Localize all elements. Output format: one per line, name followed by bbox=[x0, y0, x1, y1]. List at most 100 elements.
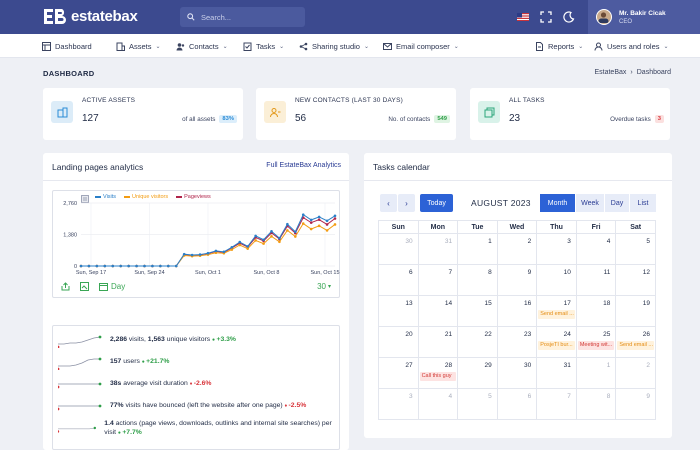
calendar-day-cell[interactable]: 6 bbox=[496, 388, 538, 420]
calendar-day-cell[interactable]: 27 bbox=[378, 357, 419, 389]
data-point[interactable] bbox=[103, 264, 107, 268]
user-menu[interactable]: Mr. Bakir Cicak CEO bbox=[588, 0, 700, 34]
data-point[interactable] bbox=[278, 240, 281, 244]
day-number[interactable]: 5 bbox=[646, 238, 650, 245]
data-point[interactable] bbox=[294, 230, 297, 234]
calendar-day-cell[interactable]: 11 bbox=[575, 264, 617, 296]
day-number[interactable]: 27 bbox=[405, 362, 413, 369]
calendar-day-cell[interactable]: 25 Meeting wit... bbox=[575, 326, 617, 358]
day-number[interactable]: 7 bbox=[448, 269, 453, 276]
data-point[interactable] bbox=[254, 234, 257, 238]
data-point[interactable] bbox=[301, 222, 305, 225]
day-number[interactable]: 3 bbox=[567, 238, 571, 245]
calendar-day-cell[interactable]: 14 bbox=[417, 295, 459, 327]
data-point[interactable] bbox=[333, 214, 337, 218]
data-point[interactable] bbox=[111, 264, 115, 268]
image-export-icon[interactable] bbox=[80, 281, 89, 291]
us-flag-icon[interactable] bbox=[517, 11, 529, 23]
menu-users-and-roles[interactable]: Users and roles ⌄ bbox=[594, 34, 669, 58]
search-input[interactable] bbox=[201, 12, 291, 22]
data-point[interactable] bbox=[325, 219, 329, 223]
day-number[interactable]: 5 bbox=[488, 393, 492, 400]
full-analytics-link[interactable]: Full EstateBax Analytics bbox=[266, 162, 341, 169]
calendar-day-cell[interactable]: 3 bbox=[536, 233, 577, 265]
dark-mode-moon-icon[interactable] bbox=[563, 11, 575, 23]
day-number[interactable]: 31 bbox=[444, 238, 453, 245]
day-number[interactable]: 2 bbox=[646, 362, 650, 369]
calendar-day-cell[interactable]: 19 bbox=[615, 295, 656, 327]
data-point[interactable] bbox=[317, 215, 321, 219]
data-point[interactable] bbox=[309, 218, 313, 222]
legend-item[interactable]: Pageviews bbox=[176, 194, 211, 200]
calendar-day-cell[interactable]: 2 bbox=[496, 233, 538, 265]
data-point[interactable] bbox=[270, 230, 273, 233]
data-point[interactable] bbox=[278, 236, 281, 240]
calendar-event[interactable]: Call this guy bbox=[419, 372, 457, 381]
brand-logo[interactable]: estatebax bbox=[44, 8, 138, 25]
today-button[interactable]: Today bbox=[420, 194, 453, 212]
calendar-day-cell[interactable]: 2 bbox=[615, 357, 656, 389]
calendar-day-cell[interactable]: 21 bbox=[417, 326, 459, 358]
data-point[interactable] bbox=[294, 235, 297, 238]
day-number[interactable]: 20 bbox=[405, 331, 413, 338]
calendar-day-cell[interactable]: 12 bbox=[615, 264, 656, 296]
day-number[interactable]: 26 bbox=[642, 331, 650, 338]
data-point[interactable] bbox=[262, 238, 265, 242]
data-point[interactable] bbox=[151, 264, 154, 268]
day-number[interactable]: 17 bbox=[563, 300, 571, 307]
data-point[interactable] bbox=[214, 249, 218, 253]
calendar-day-cell[interactable]: 4 bbox=[575, 233, 617, 265]
period-selector[interactable]: Day bbox=[99, 282, 125, 291]
day-number[interactable]: 1 bbox=[488, 238, 492, 245]
stat-card-all-tasks[interactable]: ALL TASKS 23 Overdue tasks 3 bbox=[470, 88, 670, 140]
data-point[interactable] bbox=[309, 221, 313, 224]
day-number[interactable]: 9 bbox=[646, 393, 650, 400]
calendar-day-cell[interactable]: 30 bbox=[378, 233, 419, 265]
search-box[interactable] bbox=[180, 7, 305, 27]
data-point[interactable] bbox=[254, 239, 257, 242]
day-number[interactable]: 9 bbox=[527, 269, 532, 276]
day-number[interactable]: 4 bbox=[606, 238, 611, 245]
calendar-day-cell[interactable]: 5 bbox=[457, 388, 498, 420]
day-number[interactable]: 8 bbox=[606, 393, 611, 400]
day-number[interactable]: 16 bbox=[524, 300, 532, 307]
data-point[interactable] bbox=[174, 264, 178, 268]
calendar-day-cell[interactable]: 17 Send email ... bbox=[536, 295, 577, 327]
day-number[interactable]: 29 bbox=[484, 362, 492, 369]
data-point[interactable] bbox=[143, 264, 146, 268]
calendar-day-cell[interactable]: 7 bbox=[417, 264, 459, 296]
calendar-day-cell[interactable]: 8 bbox=[457, 264, 498, 296]
day-number[interactable]: 18 bbox=[603, 300, 611, 307]
calendar-event[interactable]: Meeting wit... bbox=[577, 341, 615, 350]
data-point[interactable] bbox=[333, 217, 337, 220]
fullscreen-icon[interactable] bbox=[540, 11, 552, 23]
day-number[interactable]: 2 bbox=[527, 238, 532, 245]
stat-card-new-contacts[interactable]: NEW CONTACTS (LAST 30 DAYS) 56 No. of co… bbox=[256, 88, 456, 140]
view-day-button[interactable]: Day bbox=[605, 194, 629, 212]
calendar-day-cell[interactable]: 29 bbox=[457, 357, 498, 389]
calendar-day-cell[interactable]: 3 bbox=[378, 388, 419, 420]
calendar-day-cell[interactable]: 6 bbox=[378, 264, 419, 296]
data-point[interactable] bbox=[333, 223, 337, 226]
prev-month-button[interactable]: ‹ bbox=[380, 194, 397, 212]
calendar-day-cell[interactable]: 16 bbox=[496, 295, 538, 327]
data-point[interactable] bbox=[182, 252, 186, 256]
data-point[interactable] bbox=[246, 247, 249, 250]
menu-sharing-studio[interactable]: Sharing studio ⌄ bbox=[299, 34, 369, 58]
data-point[interactable] bbox=[159, 264, 162, 268]
data-point[interactable] bbox=[119, 264, 122, 268]
next-month-button[interactable]: › bbox=[398, 194, 415, 212]
menu-tasks[interactable]: Tasks ⌄ bbox=[243, 34, 284, 58]
data-point[interactable] bbox=[79, 264, 83, 268]
day-number[interactable]: 6 bbox=[408, 269, 413, 276]
view-month-button[interactable]: Month bbox=[540, 194, 575, 212]
data-point[interactable] bbox=[301, 213, 305, 216]
data-point[interactable] bbox=[309, 227, 313, 231]
breadcrumb-home-link[interactable]: EstateBax bbox=[594, 69, 627, 76]
data-point[interactable] bbox=[238, 243, 242, 247]
legend-item[interactable]: Visits bbox=[95, 194, 116, 200]
legend-item[interactable]: Unique visitors bbox=[124, 194, 168, 200]
range-selector[interactable]: 30 ▾ bbox=[317, 282, 331, 291]
menu-reports[interactable]: Reports ⌄ bbox=[535, 34, 583, 58]
calendar-day-cell[interactable]: 30 bbox=[496, 357, 538, 389]
